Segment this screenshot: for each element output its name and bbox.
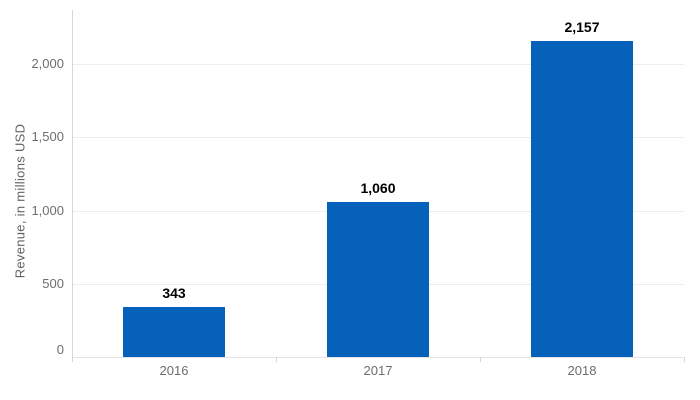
gridline bbox=[72, 137, 684, 139]
y-tick-label: 0 bbox=[56, 342, 64, 357]
y-axis-title: Revenue, in millions USD bbox=[12, 123, 28, 279]
gridline bbox=[72, 64, 684, 65]
bar-value-label: 1,060 bbox=[360, 180, 396, 196]
bar-value-label: 343 bbox=[162, 285, 186, 301]
x-axis-tick bbox=[684, 357, 685, 362]
y-tick-label: 1,000 bbox=[31, 202, 64, 218]
gridline bbox=[72, 357, 684, 358]
x-axis-tick bbox=[72, 357, 73, 362]
bar-2016[interactable] bbox=[123, 307, 225, 357]
y-tick-label: 1,500 bbox=[31, 129, 64, 145]
y-axis-line bbox=[72, 10, 73, 357]
x-axis-tick bbox=[480, 357, 481, 362]
bar-2017[interactable] bbox=[327, 202, 429, 357]
y-tick-label: 500 bbox=[42, 275, 64, 291]
x-tick-label: 2018 bbox=[567, 363, 597, 378]
x-tick-label: 2016 bbox=[159, 363, 189, 378]
bar-2018[interactable] bbox=[531, 41, 633, 357]
y-tick-label: 2,000 bbox=[31, 56, 64, 71]
x-tick-label: 2017 bbox=[363, 363, 393, 378]
x-axis-tick bbox=[276, 357, 277, 362]
bar-value-label: 2,157 bbox=[564, 19, 600, 35]
